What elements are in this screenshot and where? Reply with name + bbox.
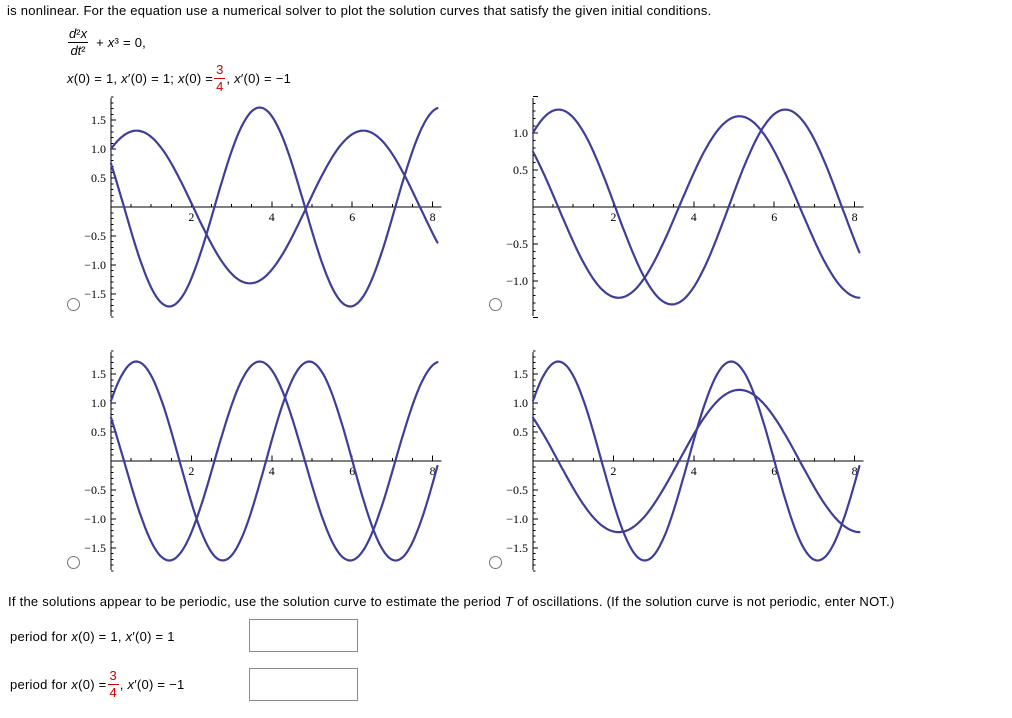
x-tick-label: 2 bbox=[610, 464, 616, 478]
x-tick-label: 6 bbox=[771, 210, 777, 224]
equation-fraction-numerator: d²x bbox=[69, 25, 88, 41]
question-part1: If the solutions appear to be periodic, … bbox=[8, 594, 506, 609]
y-tick-label: −1.5 bbox=[84, 287, 106, 301]
y-tick-label: 1.0 bbox=[513, 396, 528, 410]
y-tick-label: −1.0 bbox=[506, 512, 528, 526]
solution-curve bbox=[109, 360, 439, 562]
initial-conditions: x(0) = 1, x′(0) = 1; x(0) = 3 4 , x′(0) … bbox=[67, 62, 291, 94]
solution-curve bbox=[531, 108, 861, 306]
axes bbox=[110, 350, 442, 572]
question-part2: of oscillations. (If the solution curve … bbox=[513, 594, 895, 609]
period-input-2[interactable] bbox=[249, 668, 358, 701]
ic-fraction: 3 4 bbox=[214, 61, 226, 94]
x-tick-label: 6 bbox=[349, 210, 355, 224]
axes bbox=[532, 350, 864, 572]
y-tick-label: −1.5 bbox=[506, 541, 528, 555]
equation-rest: + x³ = 0, bbox=[96, 34, 147, 50]
question-T: T bbox=[505, 594, 514, 609]
period-label-2-prefix: period for bbox=[10, 676, 68, 692]
intro-text: is nonlinear. For the equation use a num… bbox=[7, 3, 712, 18]
period-input-1[interactable] bbox=[249, 619, 358, 652]
x-tick-label: 2 bbox=[610, 210, 616, 224]
x-tick-label: 6 bbox=[771, 464, 777, 478]
x-tick-label: 8 bbox=[430, 210, 436, 224]
y-tick-label: −0.5 bbox=[506, 483, 528, 497]
plot-option-d: 2 4 6 8 1.5 1.0 0.5 −0.5 −1.0 −1.5 bbox=[506, 350, 864, 572]
equation-fraction-denominator: dt² bbox=[68, 41, 88, 58]
plot-option-a: 2 4 6 8 1.5 1.0 0.5 −0.5 −1.0 −1.5 bbox=[84, 96, 442, 318]
y-tick-label: 1.0 bbox=[91, 142, 106, 156]
tick-labels: 2 4 6 8 1.5 1.0 0.5 −0.5 −1.0 −1.5 bbox=[506, 367, 857, 555]
y-tick-label: 1.5 bbox=[91, 367, 106, 381]
axes bbox=[110, 96, 442, 318]
x-tick-label: 4 bbox=[691, 210, 697, 224]
radio-option-b[interactable] bbox=[489, 298, 502, 311]
y-tick-label: −1.0 bbox=[506, 274, 528, 288]
y-tick-label: −0.5 bbox=[84, 483, 106, 497]
solution-curve bbox=[109, 106, 439, 308]
x-tick-label: 4 bbox=[269, 464, 275, 478]
plot-option-b: 2 4 6 8 1.0 0.5 −0.5 −1.0 bbox=[506, 95, 864, 319]
x-tick-label: 4 bbox=[691, 464, 697, 478]
equation: d²x dt² + x³ = 0, bbox=[67, 24, 146, 60]
radio-option-a[interactable] bbox=[67, 298, 80, 311]
x-tick-label: 8 bbox=[852, 464, 858, 478]
x-tick-label: 2 bbox=[188, 464, 194, 478]
x-tick-label: 6 bbox=[349, 464, 355, 478]
plot-option-c: 2 4 6 8 1.5 1.0 0.5 −0.5 −1.0 −1.5 bbox=[84, 350, 442, 572]
period-label-2-math-pre: x(0) = bbox=[71, 676, 107, 692]
tick-labels: 2 4 6 8 1.5 1.0 0.5 −0.5 −1.0 −1.5 bbox=[84, 113, 435, 301]
tick-labels: 2 4 6 8 1.5 1.0 0.5 −0.5 −1.0 −1.5 bbox=[84, 367, 435, 555]
x-tick-label: 4 bbox=[269, 210, 275, 224]
question-text: If the solutions appear to be periodic, … bbox=[8, 594, 895, 609]
period-label-2-fraction: 3 4 bbox=[107, 667, 119, 700]
solution-curve bbox=[109, 129, 439, 285]
tick-labels: 2 4 6 8 1.0 0.5 −0.5 −1.0 bbox=[506, 126, 857, 288]
y-tick-label: 1.0 bbox=[91, 396, 106, 410]
period-label-2-math-post: , x′(0) = −1 bbox=[119, 676, 185, 692]
y-tick-label: −1.5 bbox=[84, 541, 106, 555]
y-tick-label: 0.5 bbox=[513, 425, 528, 439]
radio-option-c[interactable] bbox=[67, 556, 80, 569]
y-tick-label: −1.0 bbox=[84, 512, 106, 526]
y-tick-label: 0.5 bbox=[91, 171, 106, 185]
solution-curve bbox=[109, 360, 439, 562]
x-tick-label: 8 bbox=[430, 464, 436, 478]
y-tick-label: −0.5 bbox=[506, 237, 528, 251]
y-tick-label: 0.5 bbox=[513, 163, 528, 177]
solution-curve bbox=[531, 388, 861, 534]
equation-fraction: d²x dt² bbox=[67, 27, 89, 57]
ic-right: , x′(0) = −1 bbox=[226, 70, 292, 86]
period-label-2-fraction-numerator: 3 bbox=[109, 667, 117, 683]
y-tick-label: −0.5 bbox=[84, 229, 106, 243]
period-label-1-prefix: period for bbox=[10, 628, 68, 644]
y-tick-label: −1.0 bbox=[84, 258, 106, 272]
x-tick-label: 2 bbox=[188, 210, 194, 224]
period-label-1-math: x(0) = 1, x′(0) = 1 bbox=[71, 628, 175, 644]
x-tick-label: 8 bbox=[852, 210, 858, 224]
y-tick-label: 1.5 bbox=[91, 113, 106, 127]
period-label-2: period for x(0) = 3 4 , x′(0) = −1 bbox=[10, 664, 184, 704]
period-label-2-fraction-denominator: 4 bbox=[107, 683, 119, 700]
period-label-1: period for x(0) = 1, x′(0) = 1 bbox=[10, 622, 175, 650]
y-tick-label: 1.5 bbox=[513, 367, 528, 381]
ic-fraction-numerator: 3 bbox=[216, 61, 224, 77]
ic-fraction-denominator: 4 bbox=[214, 77, 226, 94]
ic-left: x(0) = 1, x′(0) = 1; x(0) = bbox=[67, 70, 214, 86]
radio-option-d[interactable] bbox=[489, 556, 502, 569]
y-tick-label: 1.0 bbox=[513, 126, 528, 140]
y-tick-label: 0.5 bbox=[91, 425, 106, 439]
solution-curve bbox=[531, 115, 861, 299]
axes bbox=[532, 95, 864, 319]
